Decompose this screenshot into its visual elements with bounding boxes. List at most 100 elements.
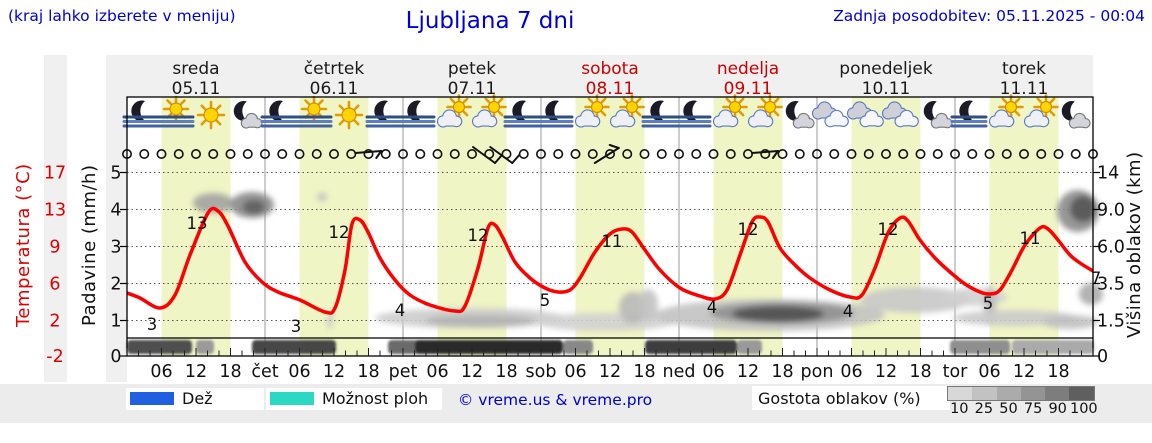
hour-label: 18 (495, 362, 517, 382)
hour-label: 12 (185, 362, 207, 382)
cloud-height-tick: 9.0 (1097, 201, 1125, 221)
wind-calm-icon (673, 149, 684, 160)
daytime-bands (161, 97, 1059, 356)
hour-label: ned (663, 362, 696, 382)
wind-barb-icon (489, 146, 521, 164)
day-header-band (127, 55, 1093, 97)
hour-label: 06 (288, 362, 310, 382)
wind-calm-icon (415, 149, 426, 160)
weather-icon-moon-fog (536, 100, 574, 128)
weather-icon-sun (196, 100, 226, 130)
hour-label: 12 (737, 362, 759, 382)
wind-calm-icon (915, 149, 926, 160)
hour-axis-labels: 06 12 18 čet 06 12 18 pet 06 12 18 sob 06 12 18 ned 06 12… (150, 362, 1069, 382)
wind-calm-icon (829, 149, 840, 160)
wind-calm-icon (708, 149, 719, 160)
hour-label: 06 (840, 362, 862, 382)
wind-calm-icon (587, 149, 598, 160)
wind-calm-icon (811, 149, 822, 160)
weather-icon-moon-cloud (233, 101, 263, 129)
wind-barb-icon (751, 150, 779, 159)
wind-calm-icon (311, 149, 322, 160)
weather-icon-sun-cloud (747, 94, 783, 128)
cloud-height-tick: 0 (1097, 347, 1108, 367)
hour-label: pet (389, 362, 418, 382)
scale-step-value: 50 (999, 401, 1018, 417)
page-title: Ljubljana 7 dni (405, 8, 575, 34)
hour-label: 12 (875, 362, 897, 382)
hour-label: pon (801, 362, 834, 382)
wind-calm-icon (604, 149, 615, 160)
weather-icon-moon-cloud (1061, 101, 1091, 129)
hour-label: 12 (599, 362, 621, 382)
scale-step (948, 387, 973, 400)
wind-calm-icon (880, 149, 891, 160)
wind-calm-icon (656, 149, 667, 160)
wind-calm-icon (328, 149, 339, 160)
hour-label: sob (526, 362, 557, 382)
location-menu-hint: (kraj lahko izberete v meniju) (8, 7, 236, 25)
copyright-text: © vreme.us & vreme.pro (457, 391, 653, 409)
temperature-value: 12 (329, 223, 350, 242)
scale-step-value: 100 (1069, 401, 1098, 417)
wind-calm-icon (1036, 149, 1047, 160)
wind-calm-icon (553, 149, 564, 160)
rain-legend-label: Dež (182, 389, 213, 408)
hour-label: 12 (323, 362, 345, 382)
wind-calm-icon (622, 149, 633, 160)
wind-calm-icon (1001, 149, 1012, 160)
weather-icon-moon-fog (950, 100, 988, 128)
wind-calm-icon (380, 149, 391, 160)
cloud-height-tick: 3.5 (1097, 275, 1125, 295)
wind-calm-icon (259, 149, 270, 160)
wind-calm-icon (156, 149, 167, 160)
temperature-value: 11 (602, 232, 623, 251)
weather-icon-sun-fog (157, 95, 195, 128)
weather-icon-moon-cloud (923, 101, 953, 129)
weather-icon-moon-fog (260, 100, 298, 128)
wind-calm-icon (346, 149, 357, 160)
temperature-value: 4 (395, 301, 406, 320)
rain-legend-swatch (130, 392, 174, 405)
scale-step-value: 25 (974, 401, 994, 417)
weather-icon-sun-cloud (609, 94, 645, 128)
wind-calm-icon (242, 149, 253, 160)
weather-icon-sun-cloud (712, 94, 748, 128)
showers-legend-label: Možnost ploh (322, 389, 429, 408)
hour-label: 18 (219, 362, 241, 382)
hour-label: 12 (461, 362, 483, 382)
scale-step (1069, 387, 1094, 400)
cloud-density-legend-label: Gostota oblakov (%) (758, 389, 921, 408)
wind-calm-icon (466, 149, 477, 160)
wind-calm-icon (949, 149, 960, 160)
wind-calm-icon (898, 149, 909, 160)
weather-icon-cloud (811, 101, 849, 128)
cloud-cover-shading (193, 190, 1103, 331)
wind-calm-icon (742, 149, 753, 160)
temperature-value: 5 (540, 291, 551, 310)
wind-calm-icon (484, 149, 495, 160)
low-cloud-fog-bars (127, 340, 1094, 354)
temperature-value: 7 (1091, 269, 1102, 288)
hour-label: 12 (1013, 362, 1035, 382)
weather-icon-moon-fog (641, 100, 679, 128)
wind-calm-icon (725, 149, 736, 160)
wind-calm-icon (432, 149, 443, 160)
showers-legend-swatch (270, 392, 314, 405)
hour-label: tor (943, 362, 969, 382)
weather-icon-sun-fog (295, 95, 333, 128)
wind-calm-icon (535, 149, 546, 160)
temperature-value: 12 (878, 220, 899, 239)
weather-icons-row (122, 94, 1091, 130)
weather-icon-moon-cloud (785, 101, 815, 129)
wind-calm-icon (777, 149, 788, 160)
wind-calm-icon (518, 149, 529, 160)
weather-icon-cloud (846, 101, 884, 128)
wind-calm-icon (1070, 149, 1081, 160)
precipitation-axis-label: Padavine (mm/h) (79, 164, 100, 326)
wind-calm-icon (932, 149, 943, 160)
wind-calm-icon (363, 149, 374, 160)
temperature-value: 12 (738, 220, 759, 239)
hour-label: 06 (978, 362, 1000, 382)
scale-step-value: 10 (950, 401, 969, 417)
